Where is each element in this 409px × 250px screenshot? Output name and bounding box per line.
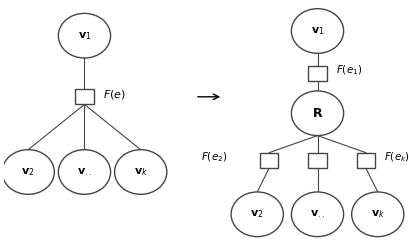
Bar: [308, 152, 326, 168]
Ellipse shape: [291, 91, 343, 136]
Text: $\mathbf{v}_1$: $\mathbf{v}_1$: [310, 25, 324, 37]
Text: $\mathbf{v}_{..}$: $\mathbf{v}_{..}$: [77, 166, 92, 178]
Ellipse shape: [291, 192, 343, 236]
Ellipse shape: [351, 192, 403, 236]
Text: $\mathbf{v}_2$: $\mathbf{v}_2$: [21, 166, 35, 178]
Text: $\mathbf{R}$: $\mathbf{R}$: [311, 107, 322, 120]
Text: $\mathbf{v}_1$: $\mathbf{v}_1$: [77, 30, 91, 42]
Bar: [260, 152, 278, 168]
Text: $\mathit{F}(e)$: $\mathit{F}(e)$: [102, 88, 125, 101]
Text: $\mathbf{v}_{..}$: $\mathbf{v}_{..}$: [309, 208, 324, 220]
Ellipse shape: [114, 150, 166, 194]
Text: $\mathbf{v}_k$: $\mathbf{v}_k$: [133, 166, 147, 178]
Ellipse shape: [2, 150, 54, 194]
Ellipse shape: [291, 9, 343, 53]
Bar: [75, 89, 93, 104]
Text: $\mathbf{v}_2$: $\mathbf{v}_2$: [250, 208, 263, 220]
Text: $\mathbf{v}_k$: $\mathbf{v}_k$: [370, 208, 384, 220]
Text: $\mathit{F}(e_1)$: $\mathit{F}(e_1)$: [335, 63, 361, 76]
Ellipse shape: [58, 150, 110, 194]
Text: $\mathit{F}(e_2)$: $\mathit{F}(e_2)$: [200, 150, 227, 164]
Bar: [308, 66, 326, 81]
Bar: [356, 152, 374, 168]
Text: $\mathit{F}(e_k)$: $\mathit{F}(e_k)$: [383, 150, 409, 164]
Ellipse shape: [231, 192, 283, 236]
Ellipse shape: [58, 13, 110, 58]
